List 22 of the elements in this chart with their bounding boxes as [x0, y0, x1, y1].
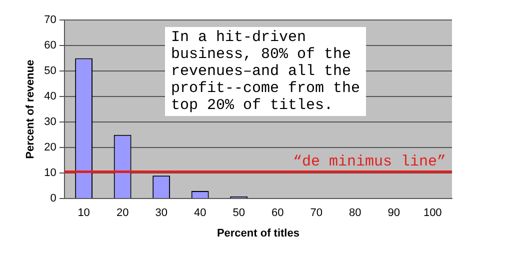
ref-line-label: “de minimus line” — [292, 153, 446, 170]
x-tick-label: 80 — [348, 207, 362, 220]
y-tick-label: 60 — [44, 40, 56, 52]
y-tick-label: 30 — [44, 116, 56, 128]
x-tick-label: 70 — [310, 207, 322, 220]
y-axis-title: Percent of revenue — [24, 60, 37, 159]
x-tick-label: 20 — [116, 207, 129, 220]
x-tick-label: 60 — [271, 207, 284, 220]
annotation: In a hit-driven business, 80% of the revenues–and all the profit--come from the top 20% of titles. — [165, 27, 366, 116]
y-tick-label: 50 — [44, 65, 56, 78]
y-tick-label: 70 — [44, 14, 56, 26]
y-tick-label: 20 — [44, 142, 56, 154]
x-tick-label: 90 — [388, 207, 400, 220]
x-axis-title: Percent of titles — [216, 227, 300, 240]
y-tick-label: 0 — [50, 192, 56, 205]
x-tick-label: 30 — [155, 207, 168, 220]
x-tick-label: 10 — [78, 207, 90, 220]
x-tick-label: 50 — [232, 207, 245, 220]
y-tick-label: 10 — [44, 167, 56, 180]
x-tick-label: 40 — [194, 207, 206, 220]
x-tick-label: 100 — [423, 207, 442, 220]
y-tick-label: 40 — [44, 90, 56, 103]
